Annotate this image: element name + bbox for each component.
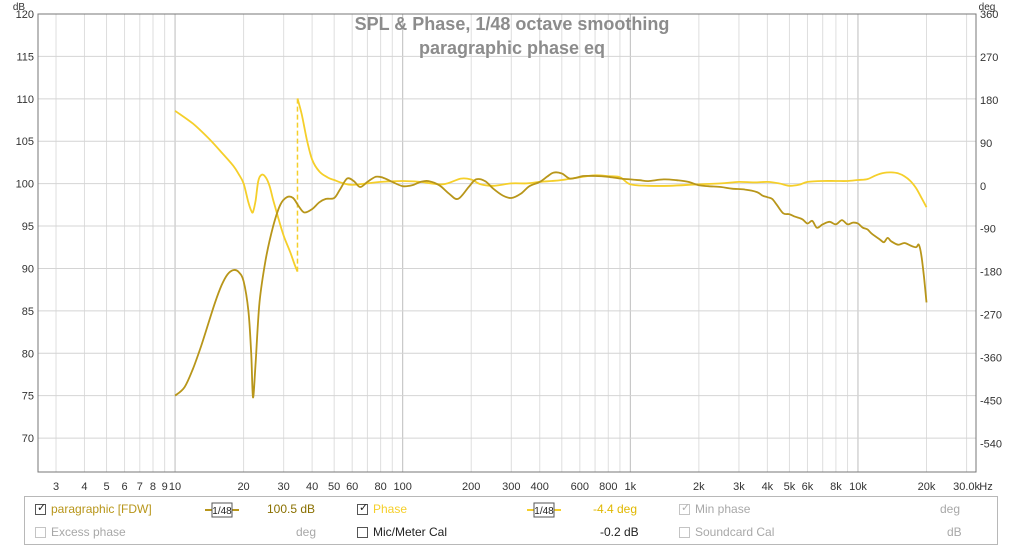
soundcard-cal-checkbox[interactable] xyxy=(679,527,690,538)
x-tick-label: 7 xyxy=(137,481,143,493)
chart-subtitle: paragraphic phase eq xyxy=(419,38,605,58)
spl-smoothing-label: 1/48 xyxy=(212,506,232,517)
x-tick-label: 300 xyxy=(502,481,520,493)
x-tick-label: 8k xyxy=(830,481,842,493)
x-tick-label: 40 xyxy=(306,481,318,493)
x-tick-label: 30 xyxy=(278,481,290,493)
plot-background xyxy=(38,14,976,472)
y-left-tick-label: 90 xyxy=(22,263,34,275)
phase-checkbox[interactable]: ✓ xyxy=(357,502,369,515)
phase-smoothing-selector[interactable]: 1/48 xyxy=(527,502,561,518)
x-tick-label: 50 xyxy=(328,481,340,493)
y-right-tick-label: -90 xyxy=(980,224,996,236)
x-tick-label: 6 xyxy=(121,481,127,493)
excess-phase-unit: deg xyxy=(296,525,317,539)
minphase-unit: deg xyxy=(940,502,961,516)
spl-trace-label: paragraphic [FDW] xyxy=(51,502,152,516)
x-tick-label: 1k xyxy=(625,481,637,493)
y-left-tick-label: 100 xyxy=(16,179,34,191)
x-tick-label: 600 xyxy=(571,481,589,493)
mic-cal-label: Mic/Meter Cal xyxy=(373,525,448,539)
phase-smoothing-label: 1/48 xyxy=(534,506,554,517)
phase-line-segment xyxy=(296,98,928,208)
x-tick-label: 200 xyxy=(462,481,480,493)
x-tick-label: 400 xyxy=(531,481,549,493)
y-left-tick-label: 70 xyxy=(22,433,34,445)
minphase-label: Min phase xyxy=(695,502,751,516)
mic-cal-value: -0.2 dB xyxy=(600,525,639,539)
y-left-tick-label: 95 xyxy=(22,221,34,233)
soundcard-cal-unit: dB xyxy=(947,525,962,539)
phase-line-segment xyxy=(174,110,299,272)
soundcard-cal-label: Soundcard Cal xyxy=(695,525,775,539)
x-tick-label: 20 xyxy=(237,481,249,493)
y-right-tick-label: 90 xyxy=(980,138,992,150)
plot-frame xyxy=(37,13,977,473)
x-tick-labels: 3 4 5 6 7 8 9 10 20 30 40 50 60 80 100 200 300 400 600 800 1… xyxy=(53,481,981,493)
x-tick-label: 5 xyxy=(103,481,109,493)
x-tick-label: 10k xyxy=(849,481,867,493)
x-tick-label: 4 xyxy=(81,481,87,493)
phase-value: -4.4 deg xyxy=(593,502,638,516)
x-tick-label: 4k xyxy=(762,481,774,493)
phase-trace-label: Phase xyxy=(373,502,408,516)
y-left-tick-label: 80 xyxy=(22,348,34,360)
y-left-tick-label: 120 xyxy=(16,9,34,21)
y-right-tick-label: -180 xyxy=(980,267,1002,279)
x-tick-label: 3k xyxy=(733,481,745,493)
y-left-unit: dB xyxy=(13,2,26,13)
x-tick-label: 3 xyxy=(53,481,59,493)
x-tick-label: 2k xyxy=(693,481,705,493)
x-tick-label: 9 xyxy=(162,481,168,493)
y-right-tick-label: -540 xyxy=(980,438,1002,450)
spl-phase-chart: 3 4 5 6 7 8 9 10 20 30 40 50 60 80 100 200 300 400 600 800 1… xyxy=(13,2,1002,493)
x-tick-label: 100 xyxy=(394,481,412,493)
y-left-tick-labels: 70 75 80 85 90 95 100 105 110 115 120 xyxy=(16,9,34,445)
mic-cal-checkbox[interactable] xyxy=(357,527,368,538)
y-right-tick-label: 360 xyxy=(980,9,998,21)
y-left-tick-label: 75 xyxy=(22,391,34,403)
legend-panel: ✓ paragraphic [FDW] 1/48 100.5 dB ✓ Phas… xyxy=(24,496,998,545)
x-tick-label: 800 xyxy=(599,481,617,493)
y-right-unit: deg xyxy=(979,2,996,13)
y-right-tick-label: 180 xyxy=(980,95,998,107)
y-left-tick-label: 105 xyxy=(16,136,34,148)
y-right-tick-label: 270 xyxy=(980,52,998,64)
excess-phase-checkbox[interactable] xyxy=(35,527,46,538)
x-tick-label: 8 xyxy=(150,481,156,493)
spl-value: 100.5 dB xyxy=(267,502,316,516)
check-icon: ✓ xyxy=(681,502,691,514)
y-left-tick-label: 110 xyxy=(16,94,34,106)
y-right-tick-label: -360 xyxy=(980,353,1002,365)
series-lines xyxy=(174,98,928,399)
chart-grid xyxy=(38,13,976,472)
check-icon: ✓ xyxy=(359,502,369,514)
chart-title: SPL & Phase, 1/48 octave smoothing xyxy=(355,14,670,34)
x-tick-label: 20k xyxy=(918,481,936,493)
x-tick-label: 80 xyxy=(375,481,387,493)
excess-phase-label: Excess phase xyxy=(51,525,126,539)
y-right-tick-label: -450 xyxy=(980,395,1002,407)
y-right-tick-labels: 360 270 180 90 0 -90 -180 -270 -360 -450 -540 xyxy=(980,9,1002,450)
y-left-tick-label: 85 xyxy=(22,306,34,318)
spl-smoothing-selector[interactable]: 1/48 xyxy=(205,502,239,518)
x-tick-label: 5k xyxy=(784,481,796,493)
y-right-tick-label: 0 xyxy=(980,181,986,193)
x-tick-label: 60 xyxy=(346,481,358,493)
x-tick-label: 6k xyxy=(802,481,814,493)
x-tick-label: 30.0k xyxy=(953,481,980,493)
y-right-tick-label: -270 xyxy=(980,310,1002,322)
minphase-checkbox[interactable]: ✓ xyxy=(679,502,691,515)
x-unit: Hz xyxy=(979,481,992,493)
spl-line xyxy=(174,171,928,399)
x-tick-label: 10 xyxy=(169,481,181,493)
spl-checkbox[interactable]: ✓ xyxy=(35,502,47,515)
check-icon: ✓ xyxy=(37,502,47,514)
y-left-tick-label: 115 xyxy=(16,51,34,63)
